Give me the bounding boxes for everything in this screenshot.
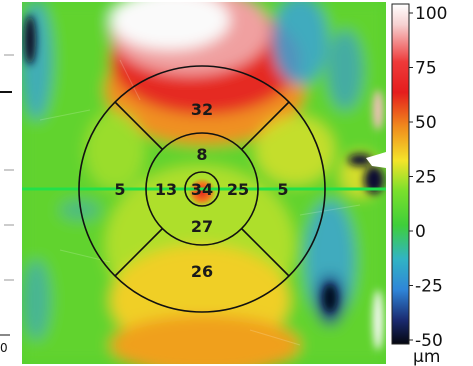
inner-nasal-value: 25: [227, 180, 249, 199]
outer-superior-value: 32: [191, 100, 213, 119]
color-scale-bar: [391, 3, 410, 345]
color-scale-tick-label: 75: [415, 59, 437, 79]
color-scale-tick-label: -50: [415, 331, 443, 351]
center-ring: [184, 171, 220, 207]
color-scale-tick-label: -25: [415, 277, 443, 297]
etdrs-grid: [78, 65, 326, 313]
outer-inferior-value: 26: [191, 262, 213, 281]
color-scale: 100 75 50 25 0 -25 -50 µm: [391, 3, 447, 366]
color-scale-tick-label: 25: [415, 168, 437, 188]
color-scale-tick-label: 50: [415, 113, 437, 133]
color-scale-tick-label: 0: [415, 222, 426, 242]
left-edge-label: 0: [0, 341, 8, 355]
left-edge-strip: 0: [0, 2, 22, 364]
color-scale-tick-label: 100: [415, 4, 447, 24]
inner-temporal-value: 13: [155, 180, 177, 199]
outer-temporal-value: 5: [114, 180, 125, 199]
thickness-heatmap: [22, 2, 386, 364]
inner-superior-value: 8: [196, 145, 207, 164]
outer-ring: [78, 65, 326, 313]
sector-values: 32 8 5 13 34 25 5 27 26: [114, 100, 288, 281]
color-scale-unit: µm: [413, 347, 440, 366]
inner-ring: [145, 132, 259, 246]
center-value: 34: [191, 180, 213, 199]
outer-nasal-value: 5: [277, 180, 288, 199]
inner-inferior-value: 27: [191, 217, 213, 236]
